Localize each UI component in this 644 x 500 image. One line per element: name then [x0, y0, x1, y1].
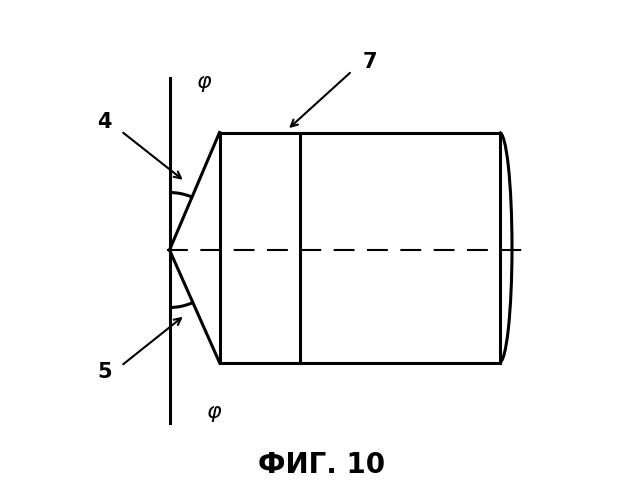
Text: φ: φ	[207, 402, 222, 422]
Text: 4: 4	[97, 112, 112, 132]
Text: φ: φ	[197, 72, 212, 92]
Text: 7: 7	[362, 52, 377, 72]
Polygon shape	[182, 303, 193, 306]
Text: 5: 5	[97, 362, 112, 382]
Polygon shape	[182, 194, 192, 197]
Text: ФИГ. 10: ФИГ. 10	[258, 451, 386, 479]
